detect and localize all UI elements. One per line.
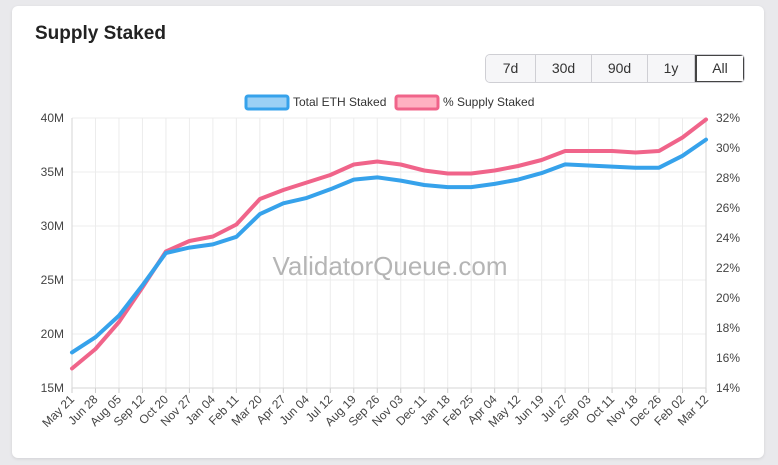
series-line-pct-supply-point[interactable] xyxy=(93,347,97,351)
y-right-tick-label: 26% xyxy=(716,201,740,215)
series-line-pct-supply-point[interactable] xyxy=(328,173,332,177)
series-line-pct-supply-point[interactable] xyxy=(516,164,520,168)
range-button-7d[interactable]: 7d xyxy=(486,55,536,82)
legend-swatch-eth[interactable] xyxy=(244,94,290,111)
series-line-pct-supply-point[interactable] xyxy=(634,151,638,154)
series-line-total-eth-point[interactable] xyxy=(681,154,685,158)
series-line-total-eth-point[interactable] xyxy=(258,212,262,216)
series-line-pct-supply-point[interactable] xyxy=(234,223,238,226)
series-line-pct-supply-point[interactable] xyxy=(117,320,121,324)
series-line-pct-supply-point[interactable] xyxy=(657,149,661,153)
series-line-pct-supply-point[interactable] xyxy=(187,239,191,243)
series-line-total-eth-point[interactable] xyxy=(610,165,614,169)
series-line-total-eth-point[interactable] xyxy=(211,242,215,246)
series-line-total-eth-point[interactable] xyxy=(328,187,332,191)
chart-card: Supply Staked 7d 30d 90d 1y All xyxy=(12,6,764,458)
y-right-tick-label: 32% xyxy=(716,111,740,125)
series-line-total-eth-point[interactable] xyxy=(187,246,191,250)
series-line-pct-supply-point[interactable] xyxy=(211,235,215,238)
series-line-total-eth-point[interactable] xyxy=(516,178,520,182)
legend-label-eth[interactable]: Total ETH Staked xyxy=(293,95,386,109)
series-line-total-eth-point[interactable] xyxy=(281,201,285,205)
y-left-tick-label: 25M xyxy=(41,273,64,287)
series-line-total-eth-point[interactable] xyxy=(634,166,638,170)
y-right-tick-label: 16% xyxy=(716,351,740,365)
series-line-pct-supply-point[interactable] xyxy=(258,197,262,201)
legend-swatch-pct[interactable] xyxy=(394,94,440,111)
series-line-pct-supply[interactable] xyxy=(70,117,708,371)
y-left-tick-label: 30M xyxy=(41,219,64,233)
y-right-tick-label: 28% xyxy=(716,171,740,185)
series-line-total-eth-point[interactable] xyxy=(164,251,168,255)
series-line-total-eth-point[interactable] xyxy=(540,171,544,175)
series-line-total-eth[interactable] xyxy=(70,137,708,355)
y-right-tick-label: 30% xyxy=(716,141,740,155)
series-line-pct-supply-point[interactable] xyxy=(422,169,426,172)
y-left-tick-label: 40M xyxy=(41,111,64,125)
series-line-total-eth-point[interactable] xyxy=(93,335,97,339)
series-line-total-eth-point[interactable] xyxy=(446,185,450,189)
series-line-total-eth-point[interactable] xyxy=(375,175,379,179)
legend-label-pct[interactable]: % Supply Staked xyxy=(443,95,534,109)
range-selector: 7d 30d 90d 1y All xyxy=(485,54,745,83)
y-right-tick-label: 22% xyxy=(716,261,740,275)
series-line-total-eth-point[interactable] xyxy=(399,179,403,183)
y-left-tick-label: 35M xyxy=(41,165,64,179)
y-left-tick-label: 20M xyxy=(41,327,64,341)
series-line-total-eth-point[interactable] xyxy=(469,185,473,189)
series-line-pct-supply-point[interactable] xyxy=(610,149,614,153)
series-line-pct-supply-point[interactable] xyxy=(352,163,356,166)
y-right-tick-label: 20% xyxy=(716,291,740,305)
series-line-pct-supply-point[interactable] xyxy=(587,149,591,153)
series-line-total-eth-point[interactable] xyxy=(70,350,74,354)
y-right-tick-label: 24% xyxy=(716,231,740,245)
series-line-pct-supply-point[interactable] xyxy=(681,136,685,139)
series-line-total-eth-point[interactable] xyxy=(234,235,238,239)
series-line-pct-supply-point[interactable] xyxy=(70,367,74,370)
range-button-1y[interactable]: 1y xyxy=(648,55,695,82)
watermark: ValidatorQueue.com xyxy=(272,251,507,281)
series-line-pct-supply-point[interactable] xyxy=(469,172,473,175)
page-title: Supply Staked xyxy=(35,23,166,44)
series-line-pct-supply-point[interactable] xyxy=(305,181,309,184)
series-line-pct-supply-point[interactable] xyxy=(399,163,403,166)
series-line-total-eth-point[interactable] xyxy=(563,162,567,166)
series-line-total-eth-point[interactable] xyxy=(657,166,661,170)
series-line-total-eth-point[interactable] xyxy=(587,164,591,168)
series-line-pct-supply-point[interactable] xyxy=(563,149,567,153)
series-line-pct-supply-point[interactable] xyxy=(446,172,450,175)
series-line-total-eth-point[interactable] xyxy=(493,182,497,186)
series-line-total-eth-point[interactable] xyxy=(117,314,121,318)
series-line-pct-supply-point[interactable] xyxy=(704,118,708,121)
y-right-tick-label: 14% xyxy=(716,381,740,395)
series-line-total-eth-point[interactable] xyxy=(422,183,426,187)
series-line-total-eth-point[interactable] xyxy=(704,138,708,142)
range-button-30d[interactable]: 30d xyxy=(536,55,592,82)
y-left-tick-label: 15M xyxy=(41,381,64,395)
series-line-pct-supply-point[interactable] xyxy=(493,169,497,172)
series-line-total-eth-point[interactable] xyxy=(352,178,356,182)
series-line-total-eth-point[interactable] xyxy=(140,283,144,287)
y-right-tick-label: 18% xyxy=(716,321,740,335)
series-line-pct-supply-point[interactable] xyxy=(540,158,544,162)
range-button-90d[interactable]: 90d xyxy=(592,55,648,82)
series-line-total-eth-point[interactable] xyxy=(305,196,309,200)
series-line-pct-supply-point[interactable] xyxy=(375,160,379,163)
series-line-pct-supply-point[interactable] xyxy=(281,188,285,192)
range-button-all[interactable]: All xyxy=(695,55,744,82)
